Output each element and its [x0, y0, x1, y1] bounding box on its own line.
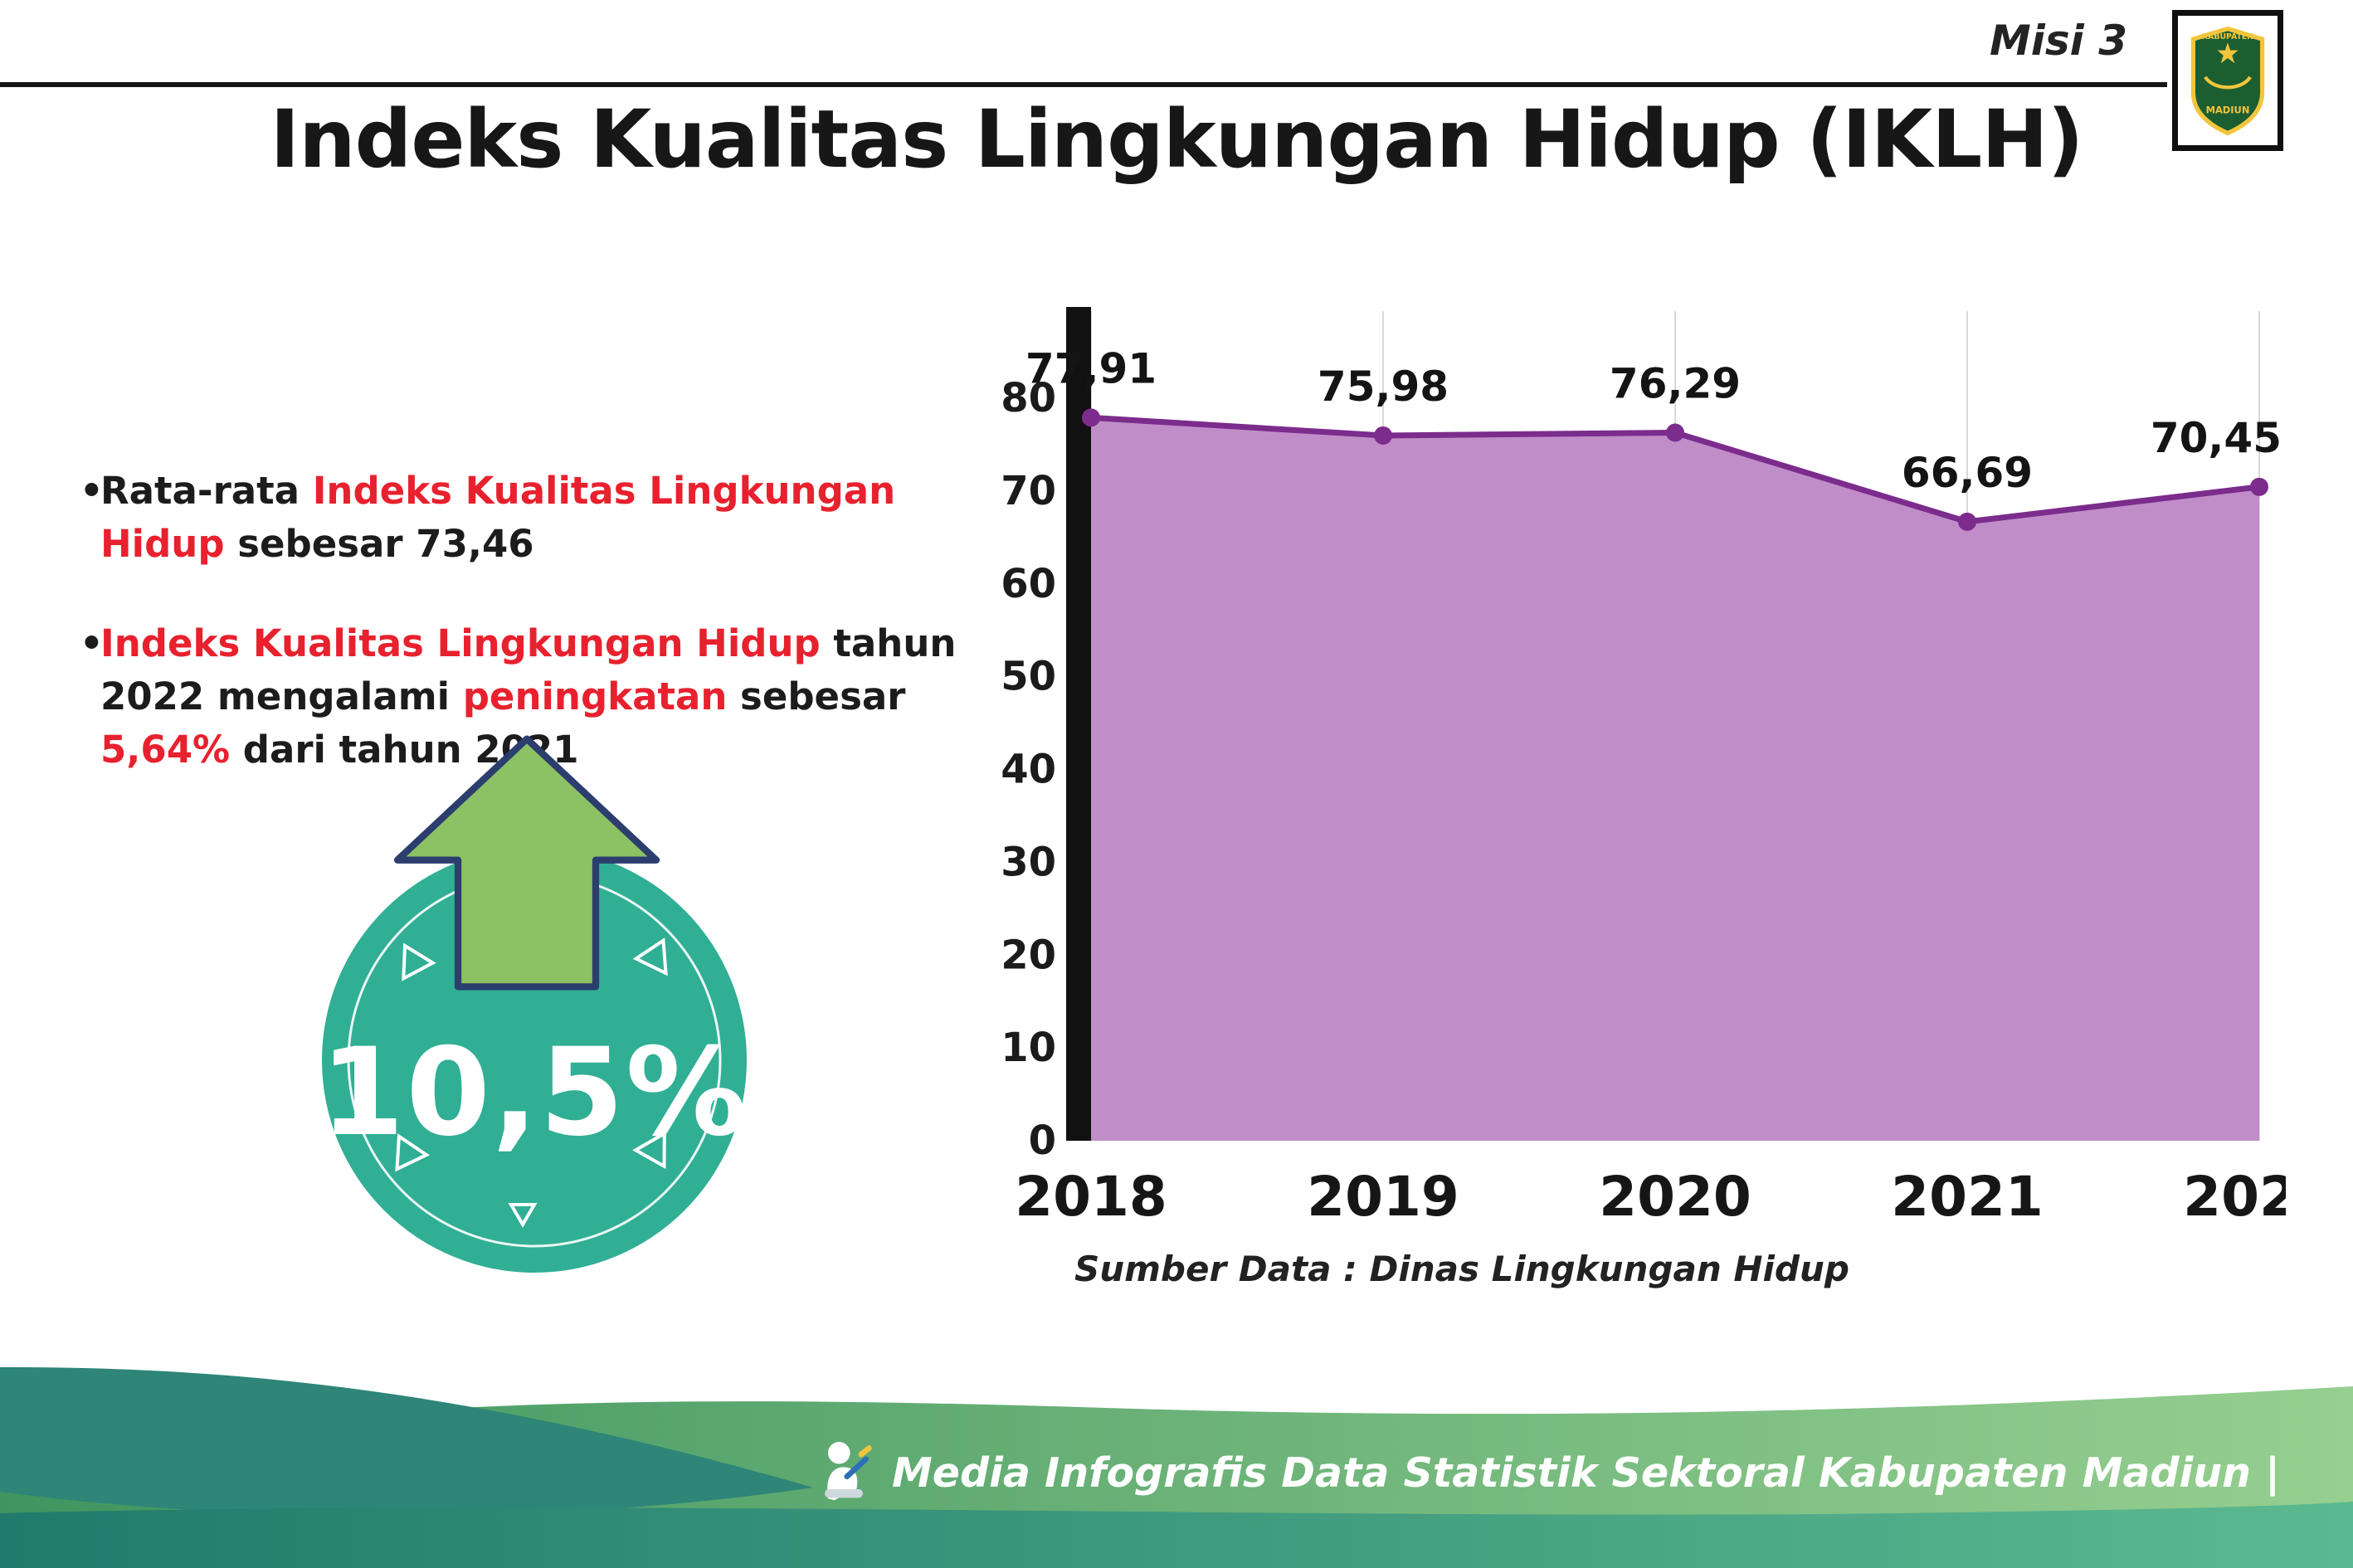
increase-badge: 10,5% [319, 848, 749, 1273]
chart-area [1091, 417, 2259, 1141]
data-label: 66,69 [1902, 449, 2033, 497]
crest-icon: KABUPATEN MADIUN [2190, 26, 2265, 136]
footer-caption: Media Infografis Data Statistik Sektoral… [892, 1449, 2280, 1497]
x-tick-label: 2021 [1891, 1165, 2044, 1229]
y-tick-label: 30 [1001, 839, 1056, 885]
y-tick-label: 50 [1001, 654, 1056, 700]
kabupaten-madiun-logo: KABUPATEN MADIUN [2172, 10, 2283, 151]
up-arrow-icon [393, 735, 660, 991]
y-tick-label: 20 [1001, 932, 1056, 978]
x-tick-label: 2019 [1307, 1165, 1459, 1229]
triangle-ornament [632, 937, 668, 976]
y-axis-bar [1066, 307, 1091, 1141]
data-label: 75,98 [1318, 363, 1449, 411]
x-tick-label: 2022 [2183, 1165, 2286, 1229]
iklh-area-chart: 0 10 20 30 40 50 60 70 80 2018 2019 2020 2021 2022 77,… [942, 274, 2336, 1278]
data-point [1374, 426, 1392, 445]
page-title: Indeks Kualitas Lingkungan Hidup (IKLH) [270, 93, 2084, 186]
bullet-dot: • [80, 621, 104, 665]
bullet-segment: sebesar 73,46 [224, 521, 534, 566]
triangle-ornament [508, 1203, 538, 1228]
footer-bottom-bar [0, 1502, 2353, 1568]
footer-caption-row: Media Infografis Data Statistik Sektoral… [812, 1437, 2280, 1508]
x-tick-label: 2020 [1599, 1165, 1751, 1229]
data-point [1958, 512, 1976, 531]
crest-bottom-text: MADIUN [2206, 105, 2250, 116]
y-tick-label: 0 [1029, 1118, 1056, 1164]
data-point [1082, 408, 1100, 427]
y-tick-label: 80 [1001, 375, 1056, 421]
triangle-ornament [395, 1133, 431, 1172]
x-tick-label: 2018 [1015, 1165, 1167, 1229]
up-arrow-shape [393, 735, 660, 991]
bullet-item: • Rata-rata Indeks Kualitas Lingkungan Hi… [80, 465, 976, 571]
footer-wave-decoration [0, 1366, 2353, 1568]
bullet-segment: Rata-rata [100, 469, 313, 513]
crest-arc [2204, 75, 2252, 90]
bullet-segment: sebesar [727, 674, 906, 718]
mascot-icon [825, 1441, 872, 1501]
bullet-segment: 5,64% [100, 727, 231, 772]
misi-label: Misi 3 [1990, 17, 2127, 65]
chart-canvas: 0 10 20 30 40 50 60 70 80 2018 2019 2020 2021 2022 77,… [1001, 307, 2336, 1229]
data-point [1666, 423, 1684, 442]
crest-shield [2190, 26, 2265, 136]
y-tick-label: 40 [1001, 747, 1056, 793]
y-tick-label: 10 [1001, 1025, 1056, 1071]
data-label: 70,45 [2151, 414, 2282, 462]
data-source-caption: Sumber Data : Dinas Lingkungan Hidup [1074, 1249, 1849, 1289]
top-divider-line [0, 82, 2167, 87]
data-label: 76,29 [1610, 360, 1741, 408]
footer-teal-wave [0, 1366, 813, 1517]
increase-percentage: 10,5% [319, 1022, 749, 1163]
y-tick-label: 70 [1001, 468, 1056, 514]
y-tick-label: 60 [1001, 561, 1056, 607]
bullet-segment: tahun 2022 mengalami [100, 621, 957, 718]
triangle-ornament [402, 942, 436, 981]
crest-top-text: KABUPATEN [2202, 32, 2253, 41]
bullet-segment: peningkatan [462, 674, 728, 718]
bullet-segment: Indeks Kualitas Lingkungan Hidup [100, 621, 821, 665]
bullet-dot: • [80, 469, 104, 513]
bullet-segment: Indeks Kualitas Lingkungan Hidup [100, 469, 896, 566]
data-point [2250, 477, 2268, 496]
crest-star [2217, 42, 2239, 64]
triangle-ornament [632, 1130, 666, 1170]
summary-bullets: • Rata-rata Indeks Kualitas Lingkungan Hi… [80, 465, 976, 822]
data-label: 77,91 [1025, 344, 1157, 392]
